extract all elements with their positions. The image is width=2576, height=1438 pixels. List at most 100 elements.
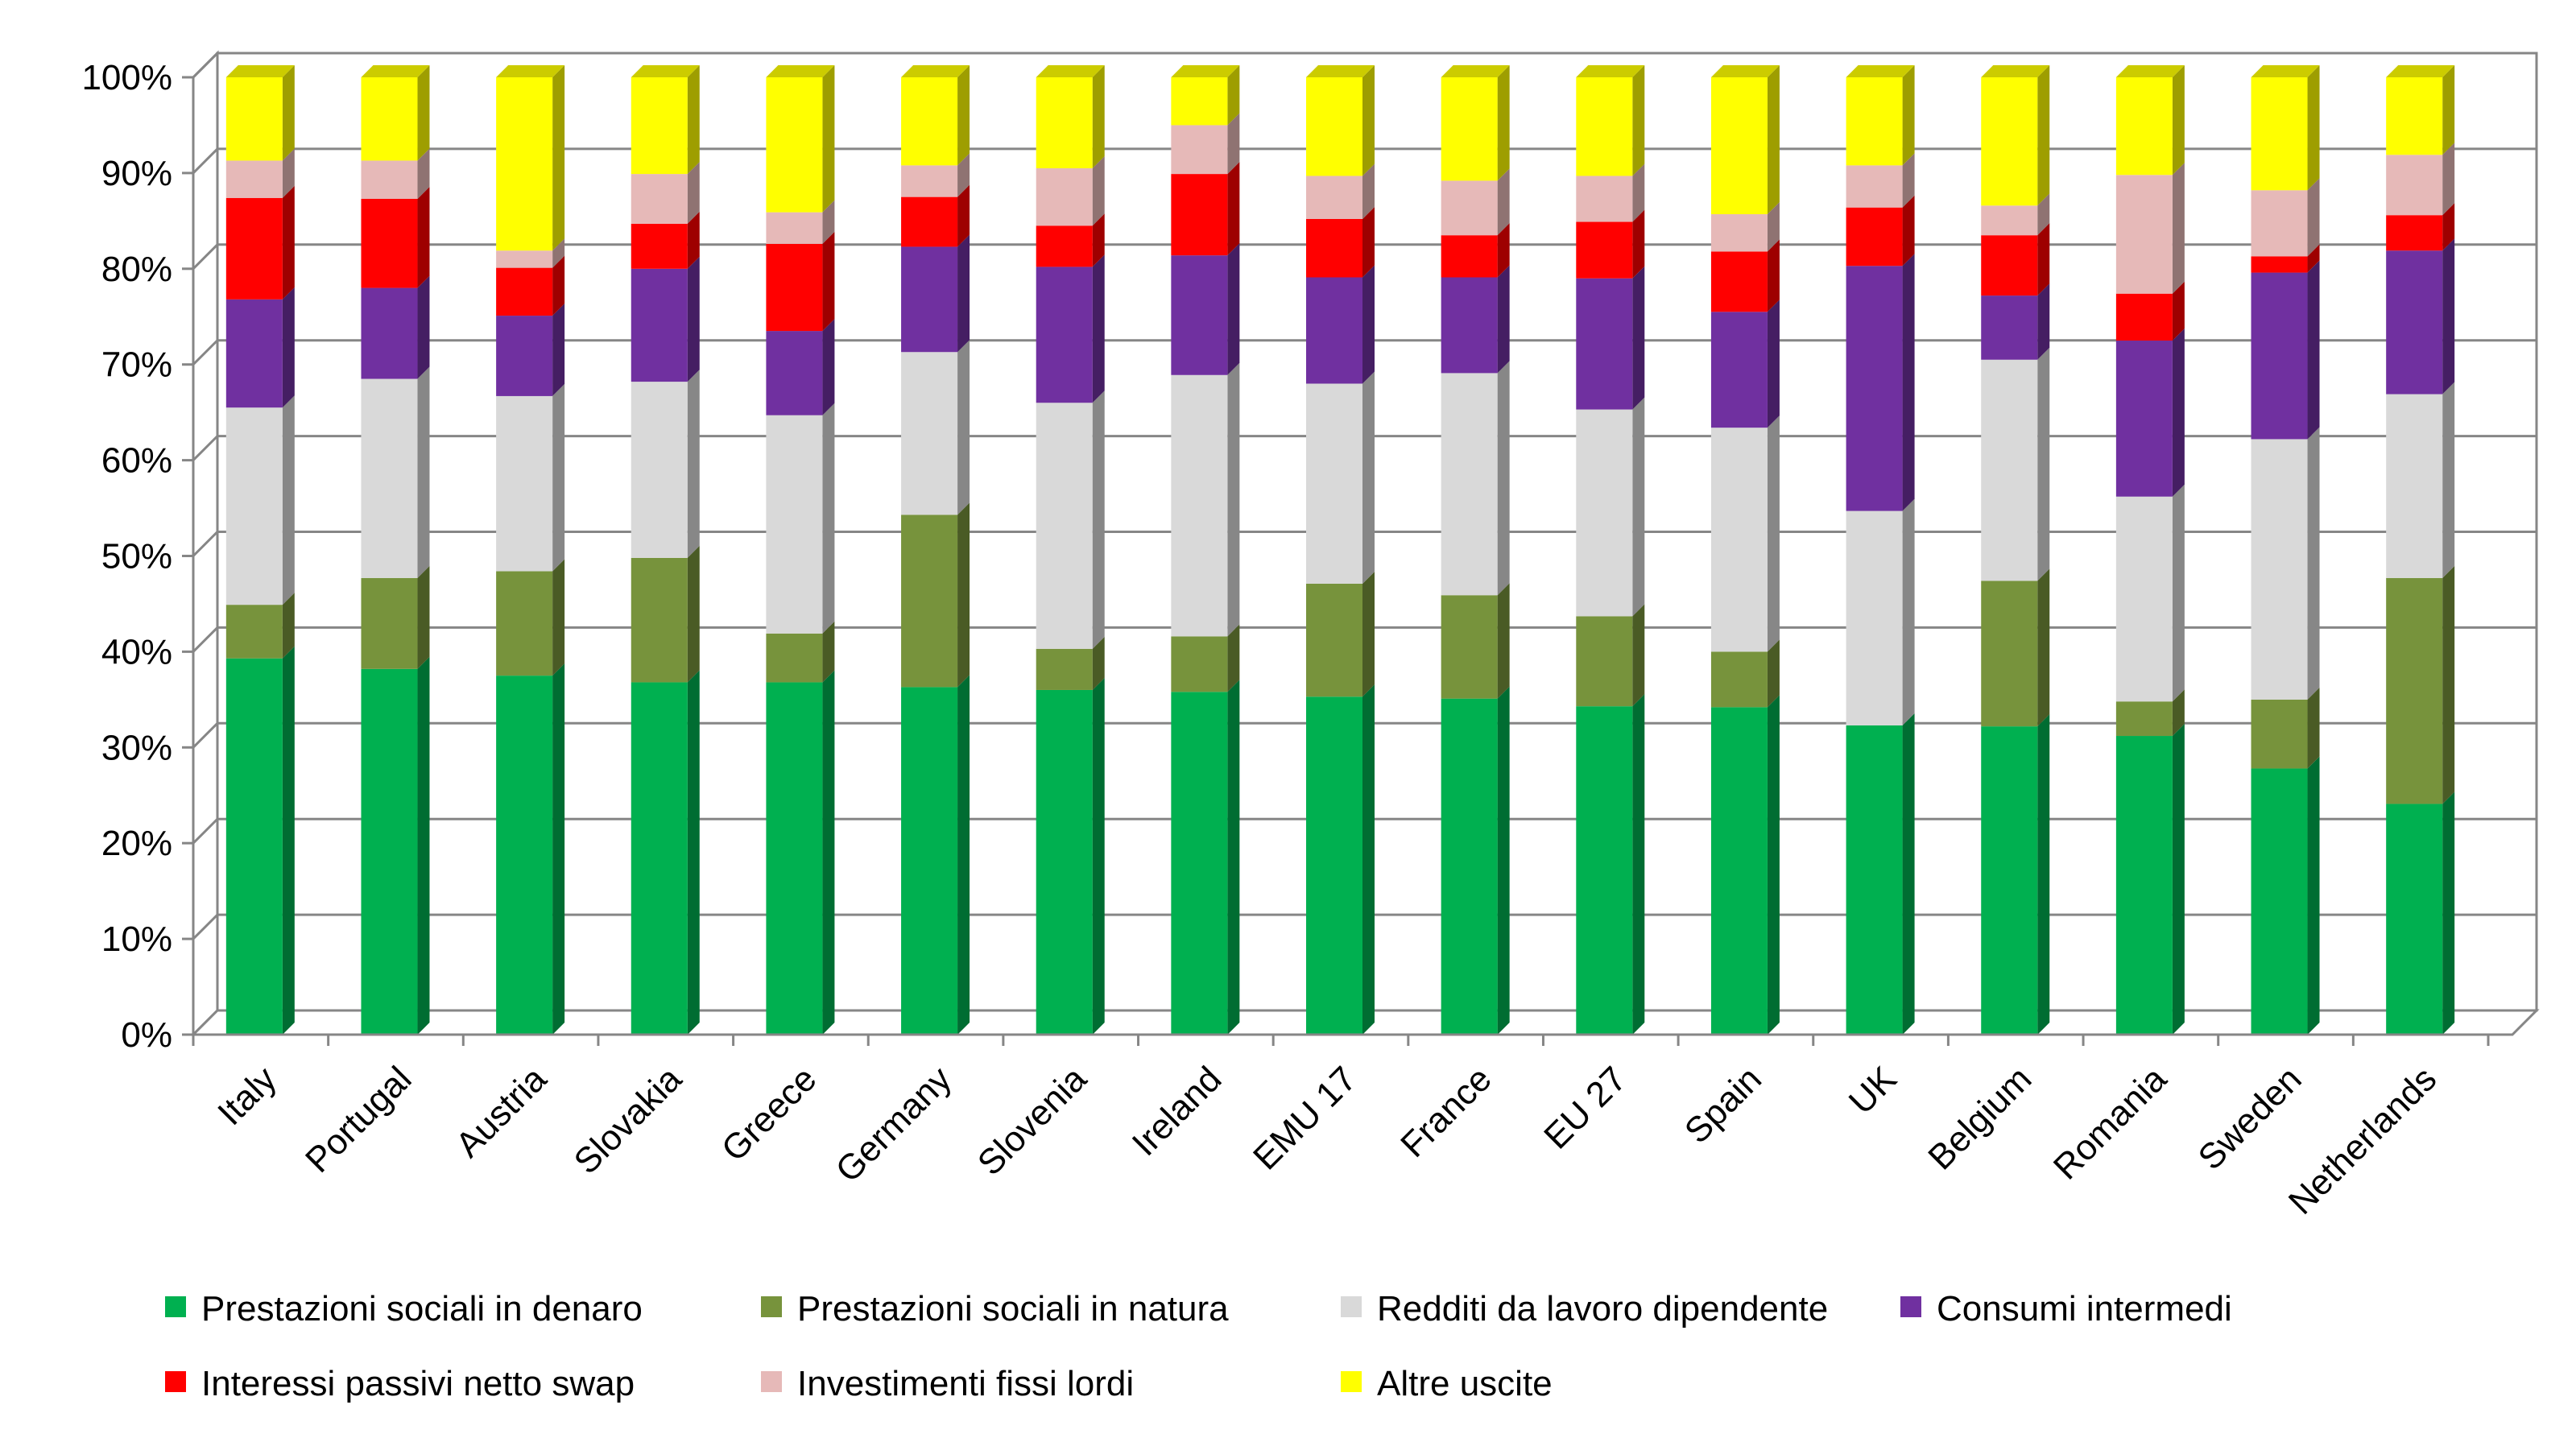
- bar-side: [2037, 283, 2050, 360]
- bar: [2251, 439, 2308, 700]
- bar-side: [1227, 243, 1240, 375]
- bar: [1576, 221, 1633, 279]
- bar-stack-ireland: [1171, 65, 1240, 1035]
- bar: [225, 658, 283, 1035]
- bar-segment: [766, 200, 835, 244]
- bar-segment: [1171, 362, 1240, 637]
- bar: [766, 415, 823, 634]
- bar-side: [1092, 636, 1105, 690]
- bar-segment: [1441, 265, 1510, 374]
- bar-top: [766, 65, 835, 77]
- bar-stack-austria: [496, 65, 565, 1035]
- bar-segment: [631, 65, 700, 175]
- legend-item: Interessi passivi netto swap: [165, 1364, 635, 1403]
- bar-segment: [361, 148, 430, 200]
- bar: [1981, 235, 2038, 296]
- bar: [1710, 707, 1768, 1035]
- bar-side: [1902, 195, 1915, 267]
- bar-segment: [1576, 209, 1645, 279]
- bar-stack-sweden: [2251, 65, 2320, 1035]
- bar-side: [1497, 65, 1510, 181]
- bar: [225, 299, 283, 408]
- bar: [2251, 77, 2308, 191]
- bar-segment: [1441, 361, 1510, 596]
- legend-label: Prestazioni sociali in natura: [797, 1289, 1229, 1328]
- bar-segment: [1710, 415, 1780, 652]
- bar-side: [1632, 604, 1645, 707]
- bar: [1441, 77, 1498, 181]
- bar-side: [822, 65, 835, 213]
- bar-segment: [1306, 206, 1375, 278]
- bar-side: [1227, 680, 1240, 1035]
- bar: [1036, 648, 1093, 690]
- x-tick-label: Portugal: [298, 1059, 420, 1180]
- bar-segment: [631, 162, 700, 224]
- bar-segment: [361, 275, 430, 379]
- bar: [2115, 293, 2173, 341]
- bar-segment: [1441, 223, 1510, 278]
- bar-side: [2172, 328, 2185, 497]
- bar-segment: [1171, 113, 1240, 175]
- bar: [2251, 256, 2308, 273]
- bar: [1576, 278, 1633, 410]
- bar: [2115, 701, 2173, 737]
- bar-segment: [225, 287, 295, 408]
- bar-side: [1497, 223, 1510, 278]
- bar: [1171, 636, 1228, 692]
- bar: [1441, 180, 1498, 236]
- bar-side: [2172, 724, 2185, 1035]
- legend-swatch: [165, 1371, 186, 1392]
- bar-top: [1576, 65, 1645, 77]
- bar-side: [2037, 223, 2050, 296]
- bar-segment: [901, 153, 970, 197]
- bar-segment: [1171, 624, 1240, 692]
- bar-segment: [2386, 791, 2455, 1035]
- bar-segment: [225, 395, 295, 605]
- bar-segment: [1171, 680, 1240, 1035]
- x-tick-label: France: [1393, 1059, 1499, 1164]
- bar-segment: [766, 403, 835, 634]
- bar-segment: [1036, 155, 1105, 226]
- bar-side: [1092, 155, 1105, 226]
- legend-label: Redditi da lavoro dipendente: [1377, 1289, 1828, 1328]
- y-tick-label: 60%: [101, 441, 172, 481]
- bar-stack-italy: [225, 65, 295, 1035]
- bar-segment: [1981, 714, 2050, 1035]
- bar-side: [2037, 714, 2050, 1035]
- bar: [1981, 77, 2038, 206]
- bar-side: [957, 153, 970, 197]
- bar-side: [417, 65, 430, 161]
- bar-side: [282, 185, 295, 300]
- bar-side: [1767, 239, 1780, 312]
- bar: [766, 633, 823, 683]
- legend-item: Redditi da lavoro dipendente: [1341, 1289, 1828, 1328]
- bar-segment: [1846, 254, 1915, 511]
- bar: [1981, 205, 2038, 236]
- bar: [1441, 373, 1498, 596]
- bar-top: [361, 65, 430, 77]
- bar-side: [552, 559, 565, 676]
- bar-stack-slovakia: [631, 65, 700, 1035]
- bar-segment: [1710, 695, 1780, 1035]
- bar-side: [957, 675, 970, 1035]
- bars: [225, 65, 2455, 1035]
- y-tick-label: 80%: [101, 250, 172, 289]
- bar: [361, 287, 418, 379]
- x-tick-label: EMU 17: [1246, 1059, 1364, 1177]
- bar: [2115, 175, 2173, 294]
- bar-side: [1092, 254, 1105, 403]
- bar-segment: [2115, 484, 2185, 702]
- bar: [1576, 616, 1633, 707]
- bar-segment: [225, 646, 295, 1035]
- bar-segment: [361, 366, 430, 578]
- bar: [631, 382, 688, 558]
- bar-segment: [496, 383, 565, 572]
- y-tick-label: 70%: [101, 345, 172, 385]
- bar-side: [2307, 756, 2320, 1035]
- bar: [1306, 696, 1362, 1035]
- bar-segment: [1710, 300, 1780, 428]
- bar-side: [417, 187, 430, 288]
- bar: [2386, 250, 2443, 395]
- bar-segment: [1036, 65, 1105, 168]
- bar: [1306, 218, 1362, 278]
